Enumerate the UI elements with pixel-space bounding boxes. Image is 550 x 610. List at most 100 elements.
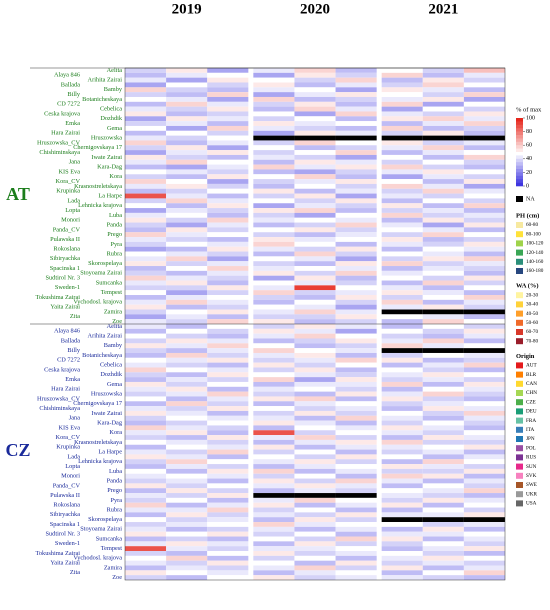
heat-cell	[207, 121, 249, 126]
heat-cell	[166, 290, 208, 296]
heat-cell	[463, 275, 505, 281]
heat-cell	[381, 125, 423, 131]
heat-cell	[422, 328, 464, 334]
heat-cell	[463, 343, 505, 349]
heat-cell	[335, 111, 377, 117]
heat-cell	[253, 497, 295, 503]
heat-cell	[207, 125, 249, 131]
row-label: Sibiryachka	[50, 511, 80, 518]
heat-cell	[294, 546, 336, 552]
scale-step	[516, 155, 523, 160]
heat-cell	[294, 183, 336, 189]
heat-cell	[294, 275, 336, 281]
legend-label: SVK	[526, 473, 537, 479]
heat-cell	[381, 203, 423, 209]
heat-cell	[253, 159, 295, 165]
heat-cell	[207, 517, 249, 523]
heat-cell	[166, 536, 208, 542]
heat-cell	[207, 536, 249, 542]
heat-cell	[166, 386, 208, 392]
legend-label: SWE	[526, 482, 537, 488]
heat-cell	[294, 420, 336, 426]
heat-cell	[125, 396, 167, 402]
heat-cell	[463, 352, 505, 358]
heat-cell	[422, 130, 464, 136]
row-label: Sweden-1	[55, 284, 80, 291]
row-label: Yaita Zairai	[50, 304, 80, 311]
heat-cell	[335, 270, 377, 276]
heat-cell	[253, 488, 295, 494]
heat-cell	[125, 377, 167, 382]
heat-cell	[335, 145, 377, 151]
heat-cell	[166, 449, 208, 455]
heat-cell	[125, 372, 167, 378]
heat-cell	[422, 449, 464, 455]
row-label: Spacinska 1	[50, 521, 80, 528]
heat-cell	[207, 522, 249, 527]
heat-cell	[253, 377, 295, 382]
heat-cell	[381, 377, 423, 382]
heat-cell	[125, 410, 167, 416]
heat-cell	[422, 266, 464, 271]
heat-cell	[422, 575, 464, 580]
heat-cell	[253, 212, 295, 218]
row-label: Chishiminskaya	[39, 405, 80, 412]
heat-cell	[207, 420, 249, 426]
heat-cell	[463, 415, 505, 421]
heat-cell	[381, 546, 423, 552]
heat-cell	[125, 444, 167, 450]
heat-cell	[166, 217, 208, 223]
heat-cell	[294, 338, 336, 344]
heat-cell	[294, 159, 336, 165]
heat-cell	[166, 208, 208, 213]
heat-cell	[422, 208, 464, 213]
heat-cell	[207, 82, 249, 88]
heat-cell	[463, 464, 505, 469]
heat-cell	[422, 551, 464, 556]
heat-cell	[422, 77, 464, 83]
heat-cell	[166, 140, 208, 146]
heat-cell	[294, 493, 336, 498]
heat-cell	[463, 217, 505, 223]
heat-cell	[166, 111, 208, 117]
heat-cell	[207, 348, 249, 353]
heat-cell	[253, 169, 295, 175]
heat-cell	[253, 502, 295, 508]
legend-swatch	[516, 436, 523, 442]
legend-label: UKR	[526, 491, 537, 497]
heat-cell	[463, 314, 505, 320]
heat-cell	[125, 227, 167, 233]
heat-cell	[335, 232, 377, 238]
heat-cell	[463, 72, 505, 78]
heat-cell	[207, 560, 249, 566]
heat-cell	[253, 68, 295, 73]
heat-cell	[166, 338, 208, 344]
heat-cell	[253, 241, 295, 247]
heat-cell	[207, 546, 249, 552]
row-label: Chernigovskaya 17	[73, 144, 122, 151]
heat-cell	[166, 188, 208, 194]
row-label: Lada	[67, 453, 80, 460]
heat-cell	[381, 555, 423, 561]
legend-label: RUS	[526, 455, 536, 461]
heat-cell	[422, 324, 464, 329]
heat-cell	[207, 386, 249, 392]
heat-cell	[125, 531, 167, 537]
heat-cell	[463, 473, 505, 479]
heat-cell	[381, 497, 423, 503]
heat-cell	[335, 193, 377, 199]
heat-cell	[294, 68, 336, 73]
heat-cell	[381, 174, 423, 180]
scale-step	[516, 138, 523, 143]
heat-cell	[335, 261, 377, 267]
row-label: Rubra	[107, 250, 123, 257]
row-label: Krasnostreletskaya	[74, 183, 122, 190]
legend-swatch	[516, 472, 523, 479]
heat-cell	[294, 555, 336, 561]
heat-cell	[207, 425, 249, 431]
scale-step	[516, 124, 523, 129]
heat-cell	[463, 188, 505, 194]
heat-cell	[381, 541, 423, 547]
row-label: Sumcanka	[96, 535, 122, 542]
heat-cell	[125, 159, 167, 165]
